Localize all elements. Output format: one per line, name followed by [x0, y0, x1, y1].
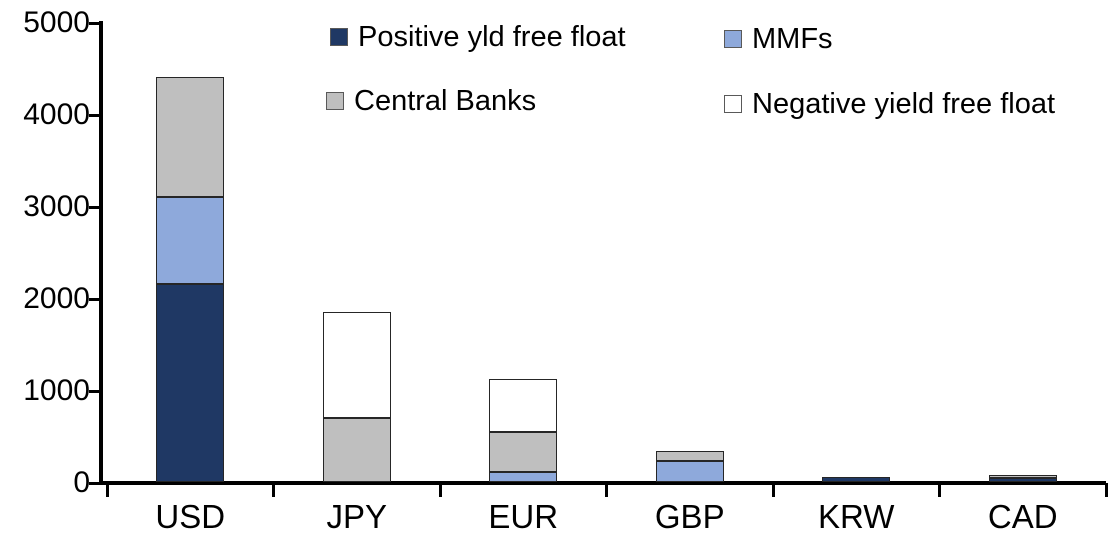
bar-segment-central-banks-usd [156, 77, 225, 197]
bar-segment-mmfs-gbp [655, 460, 724, 482]
x-tick [438, 483, 442, 497]
x-tick [105, 483, 109, 497]
bar-segment-central-banks-jpy [322, 417, 391, 482]
y-tick-label: 2000 [23, 282, 90, 315]
bar-segment-central-banks-gbp [655, 450, 724, 461]
legend-label-central-banks: Central Banks [354, 85, 537, 117]
bar-segment-central-banks-cad [988, 474, 1057, 478]
bar-segment-positive-yld-free-float-krw [822, 477, 891, 482]
x-category-label: EUR [488, 498, 559, 535]
y-axis-line [99, 21, 103, 485]
legend-item-negative-yield-free-float: Negative yield free float [724, 88, 1055, 120]
legend-swatch-negative-yield-free-float [724, 95, 742, 113]
x-category-label: USD [155, 498, 226, 535]
bar-segment-central-banks-eur [489, 432, 558, 472]
legend-swatch-positive-yld-free-float [330, 28, 348, 46]
y-tick [89, 205, 103, 209]
bar-segment-negative-yield-free-float-eur [489, 378, 558, 433]
bar-segment-positive-yld-free-float-usd [156, 284, 225, 482]
legend-swatch-central-banks [326, 92, 344, 110]
y-tick [89, 113, 103, 117]
x-category-label: JPY [326, 498, 388, 535]
y-tick [89, 297, 103, 301]
x-tick [771, 483, 775, 497]
x-axis-line [99, 481, 1106, 485]
legend-label-negative-yield-free-float: Negative yield free float [752, 88, 1056, 120]
bar-segment-negative-yield-free-float-jpy [322, 311, 391, 418]
y-tick [89, 481, 103, 485]
legend-item-central-banks: Central Banks [326, 85, 536, 117]
x-tick [1104, 483, 1108, 497]
y-tick [89, 21, 103, 25]
x-tick [272, 483, 275, 497]
y-tick-label: 3000 [23, 190, 90, 223]
legend-label-positive-yld-free-float: Positive yld free float [358, 21, 626, 53]
y-tick-label: 4000 [23, 98, 90, 131]
x-tick [605, 483, 608, 497]
legend-item-mmfs: MMFs [724, 23, 833, 55]
x-category-label: CAD [987, 498, 1058, 535]
y-tick-label: 1000 [23, 374, 90, 407]
bar-segment-mmfs-eur [489, 471, 558, 482]
y-tick-label: 0 [73, 466, 90, 499]
y-tick [89, 389, 103, 393]
x-tick [938, 483, 941, 497]
bar-segment-positive-yld-free-float-cad [988, 477, 1057, 482]
legend-swatch-mmfs [724, 30, 742, 48]
x-category-label: KRW [818, 498, 895, 535]
legend-item-positive-yld-free-float: Positive yld free float [330, 21, 626, 53]
x-category-label: GBP [654, 498, 725, 535]
bar-segment-mmfs-usd [156, 196, 225, 285]
legend-label-mmfs: MMFs [752, 23, 833, 55]
y-tick-label: 5000 [23, 6, 90, 39]
